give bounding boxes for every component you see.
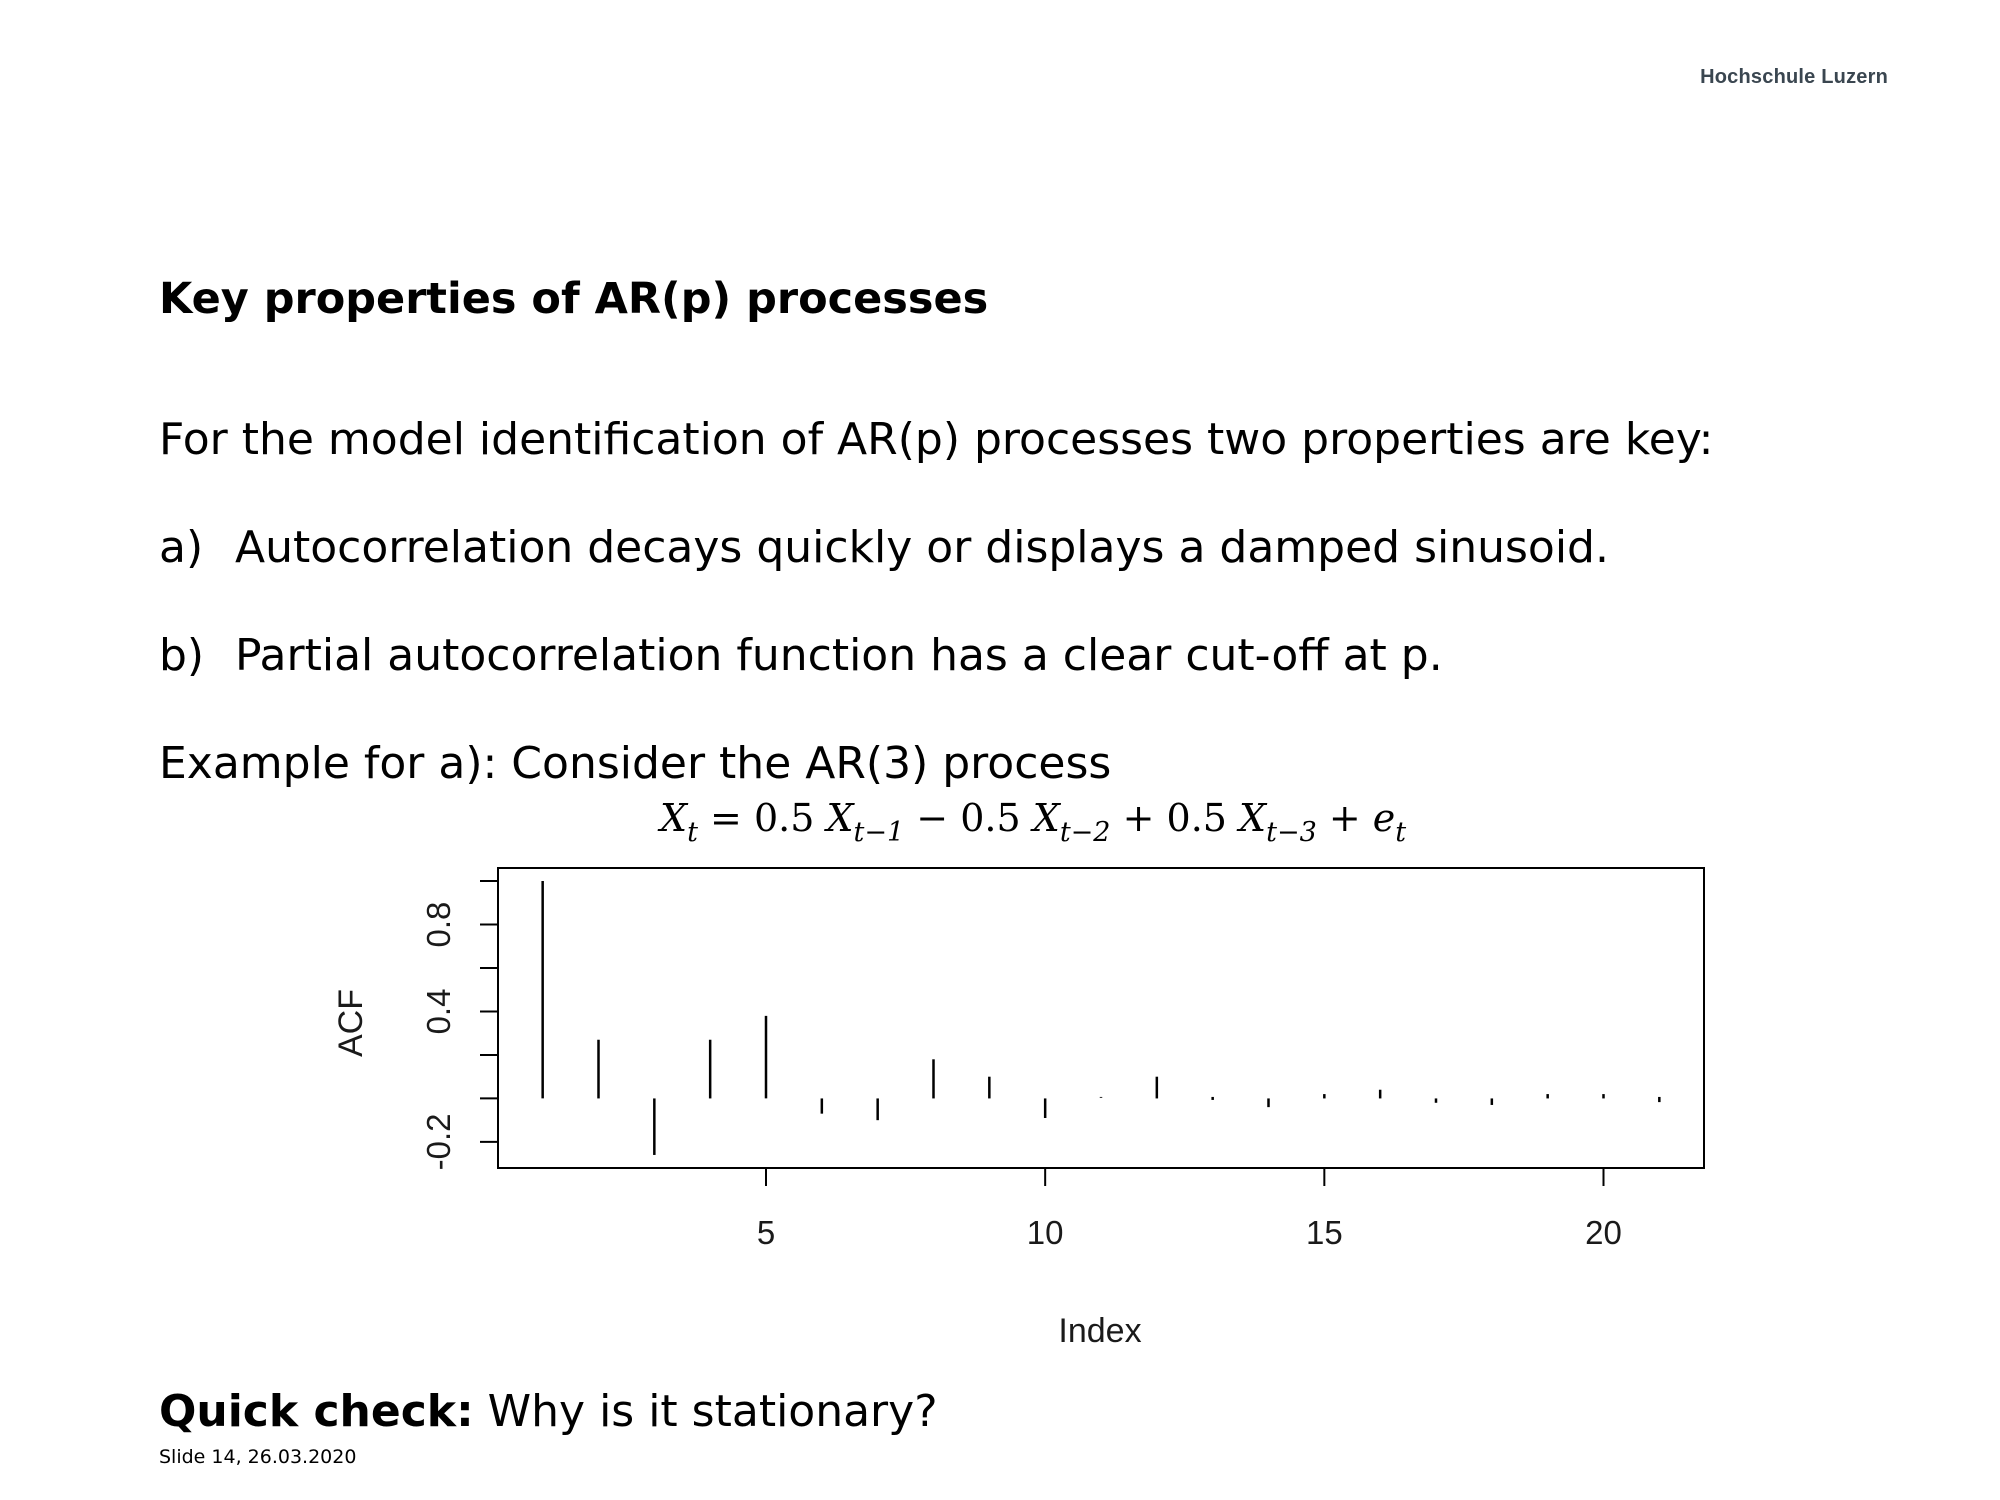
formula-var-3: X xyxy=(1239,796,1267,840)
formula-op-1: − xyxy=(916,796,949,840)
y-tick-labels: -0.2 0.4 0.8 xyxy=(420,902,457,1171)
x-tick-label: 20 xyxy=(1585,1214,1622,1251)
formula-lhs-var: X xyxy=(660,796,688,840)
formula-op-3: + xyxy=(1328,796,1361,840)
formula-coef-1: 0.5 xyxy=(753,796,815,840)
formula-coef-3: 0.5 xyxy=(1166,796,1227,840)
y-axis-label: ACF xyxy=(332,989,370,1057)
acf-chart: -0.2 0.4 0.8 5 10 15 20 Index ACF xyxy=(332,867,1705,1350)
example-text: Example for a): Consider the AR(3) proce… xyxy=(159,738,1112,789)
formula-op-2: + xyxy=(1122,796,1155,840)
quick-check-label: Quick check: xyxy=(159,1386,474,1437)
ar3-formula: Xt = 0.5 Xt−1 − 0.5 Xt−2 + 0.5 Xt−3 + et xyxy=(660,796,1406,848)
plot-box xyxy=(497,867,1705,1169)
x-tick-label: 10 xyxy=(1027,1214,1064,1251)
formula-equals: = xyxy=(710,796,742,840)
y-tick-label: 0.8 xyxy=(420,902,457,948)
x-tick-label: 15 xyxy=(1306,1214,1343,1251)
acf-bars xyxy=(541,881,1661,1155)
list-item-b: b) Partial autocorrelation function has a… xyxy=(159,630,1443,683)
quick-check-question: Why is it stationary? xyxy=(473,1386,938,1437)
formula-error-var: e xyxy=(1372,796,1396,840)
slide-title: Key properties of AR(p) processes xyxy=(159,274,989,324)
university-logo: Hochschule Luzern xyxy=(1700,66,1888,88)
y-tick-label: -0.2 xyxy=(420,1113,457,1170)
list-text-b: Partial autocorrelation function has a c… xyxy=(235,630,1443,681)
list-marker-a: a) xyxy=(159,522,204,573)
formula-coef-2: 0.5 xyxy=(960,796,1021,840)
formula-sub-2: t−2 xyxy=(1059,817,1111,848)
slide-footer: Slide 14, 26.03.2020 xyxy=(159,1446,357,1468)
x-tick-label: 5 xyxy=(757,1214,775,1251)
quick-check: Quick check: Why is it stationary? xyxy=(159,1386,938,1439)
list-item-a: a) Autocorrelation decays quickly or disp… xyxy=(159,522,1609,575)
list-marker-b: b) xyxy=(159,630,205,681)
formula-var-2: X xyxy=(1032,796,1060,840)
x-tick-labels: 5 10 15 20 xyxy=(757,1214,1622,1251)
formula-sub-1: t−1 xyxy=(853,817,905,848)
formula-lhs-sub: t xyxy=(687,817,698,848)
y-tick-label: 0.4 xyxy=(420,989,457,1035)
formula-error-sub: t xyxy=(1395,817,1407,848)
x-axis-ticks xyxy=(765,1168,1605,1186)
formula-sub-3: t−3 xyxy=(1266,817,1317,848)
intro-text: For the model identification of AR(p) pr… xyxy=(159,414,1714,465)
y-axis-ticks xyxy=(480,880,498,1143)
list-text-a: Autocorrelation decays quickly or displa… xyxy=(235,522,1609,573)
formula-var-1: X xyxy=(826,796,854,840)
x-axis-label: Index xyxy=(1058,1312,1141,1350)
